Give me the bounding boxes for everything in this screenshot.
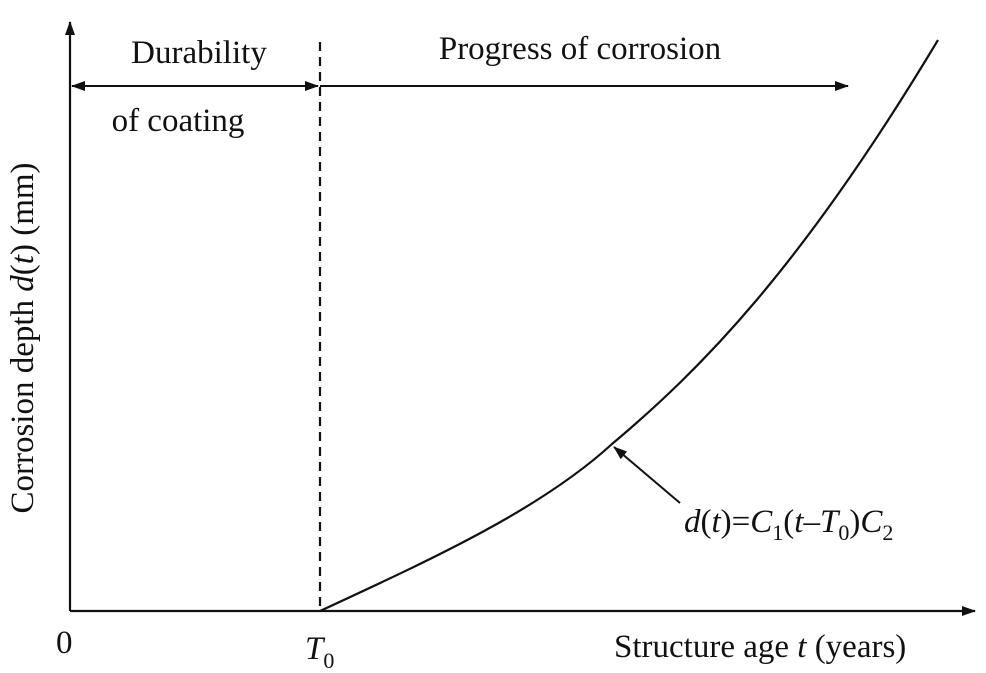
formula-pointer-arrow	[613, 446, 681, 504]
corrosion-depth-curve	[319, 39, 939, 612]
t0-label: T0	[305, 631, 334, 673]
origin-label: 0	[56, 625, 73, 661]
coating-label-line1: Durability	[131, 35, 267, 71]
x-axis-label: Structure age t (years)	[614, 629, 906, 665]
corrosion-progress-label: Progress of corrosion	[439, 31, 721, 67]
corrosion-formula: d(t)=C1(t–T0)C2	[684, 504, 893, 545]
coating-label-line2: of coating	[112, 103, 245, 139]
y-axis-label: Corrosion depth d(t) (mm)	[5, 162, 41, 513]
